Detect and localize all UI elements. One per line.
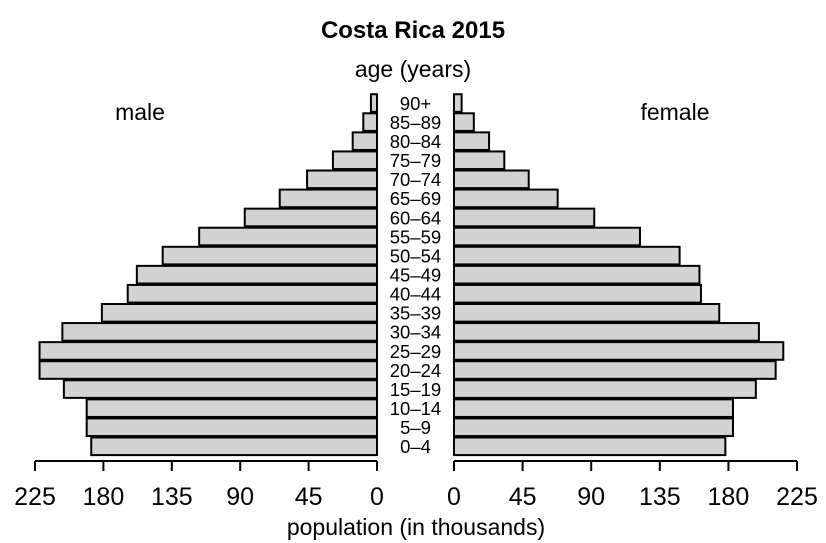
female-bar-5–9 <box>453 417 734 438</box>
age-label-20–24: 20–24 <box>390 360 441 381</box>
female-bar-75–79 <box>453 150 506 171</box>
age-label-70–74: 70–74 <box>390 169 441 190</box>
female-bar-45–49 <box>453 264 701 285</box>
male-bar-75–79 <box>331 150 379 171</box>
y-axis-label: age (years) <box>355 56 471 82</box>
right-tick-label-135: 135 <box>639 483 681 511</box>
left-tick-label-135: 135 <box>151 483 193 511</box>
right-tick-label-180: 180 <box>708 483 750 511</box>
x-axis-label: population (in thousands) <box>287 514 545 540</box>
male-bar-70–74 <box>306 169 378 190</box>
female-bar-80–84 <box>453 131 491 151</box>
female-bar-85–89 <box>453 112 475 132</box>
male-bar-30–34 <box>61 322 379 342</box>
left-tick-label-0: 0 <box>370 483 384 511</box>
age-label-25–29: 25–29 <box>390 341 441 362</box>
male-bar-15–19 <box>62 379 378 399</box>
male-bar-50–54 <box>161 245 378 266</box>
right-x-axis: 0 45 90 135 180 225 <box>447 460 818 511</box>
age-label-60–64: 60–64 <box>390 207 441 228</box>
age-label-0–4: 0–4 <box>400 436 431 457</box>
male-label: male <box>115 99 165 125</box>
male-bar-40–44 <box>126 283 378 304</box>
male-bar-0–4 <box>90 436 379 457</box>
left-tick-label-180: 180 <box>83 483 125 511</box>
female-bar-10–14 <box>453 398 734 418</box>
age-label-15–19: 15–19 <box>390 379 441 400</box>
male-bar-25–29 <box>38 341 379 361</box>
female-bar-0–4 <box>453 436 727 457</box>
female-bar-35–39 <box>453 303 721 323</box>
age-label-40–44: 40–44 <box>390 284 441 305</box>
male-bar-20–24 <box>38 360 379 380</box>
male-bar-85–89 <box>362 112 379 132</box>
male-bar-65–69 <box>278 188 378 209</box>
age-label-55–59: 55–59 <box>390 226 441 247</box>
female-bar-20–24 <box>453 360 777 380</box>
female-bar-90+ <box>453 93 463 113</box>
right-tick-label-225: 225 <box>776 483 818 511</box>
male-bar-45–49 <box>135 264 378 285</box>
age-label-85–89: 85–89 <box>390 112 441 133</box>
age-label-75–79: 75–79 <box>390 150 441 171</box>
male-bar-55–59 <box>198 226 378 247</box>
age-label-65–69: 65–69 <box>390 188 441 209</box>
age-label-35–39: 35–39 <box>390 303 441 324</box>
age-label-80–84: 80–84 <box>390 131 441 152</box>
left-tick-label-45: 45 <box>295 483 323 511</box>
female-bar-40–44 <box>453 283 702 304</box>
male-bar-90+ <box>369 93 379 113</box>
male-bar-60–64 <box>243 207 378 228</box>
female-bar-60–64 <box>453 207 596 228</box>
female-bar-55–59 <box>453 226 641 247</box>
age-label-90+: 90+ <box>400 93 431 114</box>
left-tick-label-225: 225 <box>14 483 56 511</box>
left-x-axis: 225 180 135 90 45 0 <box>14 460 384 511</box>
male-bar-5–9 <box>85 417 379 438</box>
male-bar-10–14 <box>85 398 379 418</box>
female-bar-65–69 <box>453 188 559 209</box>
female-bars <box>453 93 785 457</box>
age-label-5–9: 5–9 <box>400 417 431 438</box>
left-tick-label-90: 90 <box>226 483 254 511</box>
female-bar-15–19 <box>453 379 757 399</box>
age-label-10–14: 10–14 <box>390 398 441 419</box>
right-tick-label-90: 90 <box>577 483 605 511</box>
male-bars <box>38 93 379 457</box>
female-label: female <box>640 99 709 125</box>
age-label-50–54: 50–54 <box>390 245 441 266</box>
male-bar-80–84 <box>351 131 378 151</box>
right-tick-label-0: 0 <box>447 483 461 511</box>
female-bar-50–54 <box>453 245 681 266</box>
age-label-45–49: 45–49 <box>390 264 441 285</box>
female-bar-25–29 <box>453 341 785 361</box>
male-bar-35–39 <box>100 303 378 323</box>
female-bar-70–74 <box>453 169 530 190</box>
chart-title: Costa Rica 2015 <box>321 17 505 44</box>
female-bar-30–34 <box>453 322 760 342</box>
age-labels: 0–45–910–1415–1920–2425–2930–3435–3940–4… <box>390 93 441 457</box>
right-tick-label-45: 45 <box>509 483 537 511</box>
age-label-30–34: 30–34 <box>390 322 441 343</box>
